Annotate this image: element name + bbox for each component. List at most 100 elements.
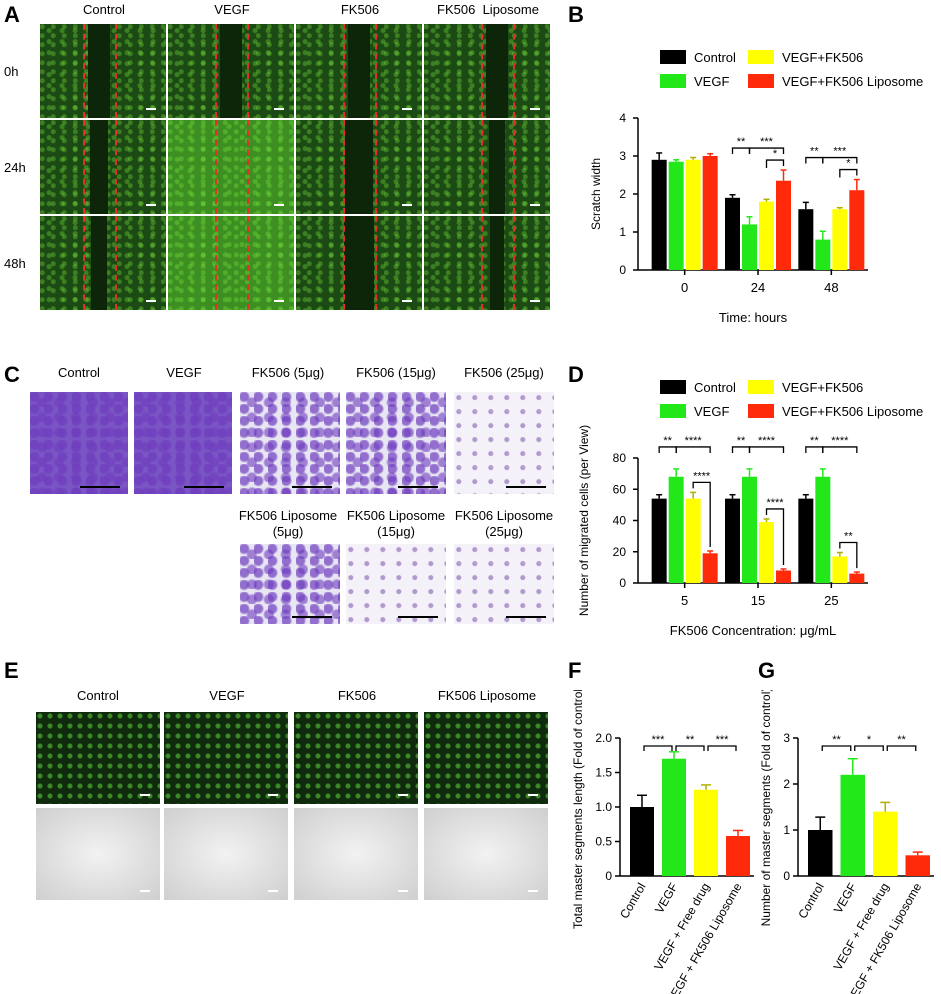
significance-label: *: [867, 734, 872, 746]
panel-a-col-label: FK506 Liposome: [437, 2, 539, 17]
significance-bracket: [731, 147, 751, 155]
bar: [905, 855, 930, 876]
significance-label: **: [737, 435, 746, 447]
y-tick-label: 20: [613, 545, 627, 559]
scratch-image: [424, 120, 550, 214]
panel-letter-f: F: [568, 658, 582, 683]
x-tick-label: Control: [795, 881, 826, 922]
bar: [832, 209, 848, 270]
scratch-boundary-line: [247, 216, 249, 310]
significance-label: **: [832, 734, 841, 746]
panel-a-col-label: VEGF: [214, 2, 250, 17]
panel-c-label: FK506 (5μg): [251, 365, 325, 380]
scratch-boundary-line: [513, 216, 515, 310]
panel-letter-a: A: [4, 2, 20, 27]
bar: [651, 159, 667, 270]
significance-label: **: [686, 734, 695, 746]
scratch-boundary-line: [513, 24, 515, 118]
legend-label: Control: [694, 380, 736, 395]
bar: [849, 190, 865, 270]
y-tick-label: 40: [613, 514, 627, 528]
legend-label: VEGF+FK506 Liposome: [782, 404, 923, 419]
legend-swatch: [660, 74, 686, 88]
bar: [668, 161, 684, 270]
scratch-boundary-line: [375, 216, 377, 310]
panel-letter-e: E: [4, 658, 19, 683]
y-tick-label: 2: [619, 187, 626, 201]
transwell-image: [454, 392, 554, 494]
significance-bracket: [675, 745, 705, 751]
x-axis-label: FK506 Concentration: μg/mL: [670, 623, 836, 638]
scratch-boundary-line: [115, 24, 117, 118]
panel-e-col-label: Control: [77, 688, 119, 703]
scale-bar: [268, 794, 278, 796]
legend-swatch: [748, 50, 774, 64]
y-axis-label: Total master segments length (Fold of co…: [571, 690, 585, 929]
x-axis-label: Time: hours: [719, 310, 788, 325]
panel-letter-c: C: [4, 362, 20, 387]
y-tick-label: 0: [605, 869, 612, 883]
transwell-image: [346, 392, 446, 494]
scale-bar: [140, 890, 150, 892]
bar: [630, 807, 654, 876]
scale-bar: [398, 794, 408, 796]
y-tick-label: 0: [619, 576, 626, 590]
scratch-boundary-line: [83, 120, 85, 214]
x-tick-label: 24: [751, 280, 765, 295]
bar: [776, 570, 791, 583]
scratch-image: [296, 24, 422, 118]
panel-e-col-label: FK506: [337, 688, 377, 703]
scratch-image: [40, 120, 166, 214]
panel-e-col-label: VEGF: [209, 688, 245, 703]
scratch-gap: [490, 216, 504, 310]
x-tick-label: 48: [824, 280, 838, 295]
scratch-gap: [90, 120, 108, 214]
panel-letter-b: B: [568, 2, 584, 27]
bar: [694, 789, 718, 876]
significance-bracket: [839, 541, 858, 569]
significance-bracket: [692, 481, 711, 547]
panel-letter-g: G: [758, 658, 776, 683]
significance-label: **: [663, 435, 672, 447]
scratch-image: [168, 120, 294, 214]
scale-bar: [398, 616, 438, 618]
bar: [832, 556, 848, 583]
scratch-gap: [489, 120, 505, 214]
scratch-boundary-line: [83, 24, 85, 118]
legend-label: VEGF+FK506: [782, 380, 863, 395]
x-tick-label: VEGF: [831, 881, 859, 916]
scratch-gap: [345, 120, 373, 214]
panel-a-col-label: FK506: [340, 2, 380, 17]
legend-label: VEGF: [694, 404, 729, 419]
scratch-image: [424, 24, 550, 118]
scratch-boundary-line: [343, 24, 345, 118]
y-tick-label: 2.0: [595, 731, 612, 745]
chart-g-segment-count: 0 1 2 3 Number of master segments (Fold of c…: [759, 690, 934, 994]
tube-fluorescence-image: [424, 712, 548, 804]
y-tick-label: 2: [783, 777, 790, 791]
panel-a-row-label: 0h: [4, 64, 19, 79]
scratch-gap: [220, 24, 242, 118]
chart-f-segment-length: 0 0.5 1.0 1.5 2.0 Total master segments lengt…: [571, 690, 754, 994]
scale-bar: [528, 794, 538, 796]
legend-swatch: [660, 50, 686, 64]
bar: [742, 224, 757, 270]
significance-bracket: [805, 446, 824, 453]
scale-bar: [530, 108, 540, 110]
y-axis-label: Number of migrated cells (per View): [577, 425, 591, 616]
significance-label: ****: [766, 497, 784, 509]
significance-label: ***: [833, 146, 847, 158]
scratch-gap: [486, 24, 508, 118]
significance-label: ****: [831, 435, 849, 447]
scale-bar: [530, 300, 540, 302]
significance-label: ***: [652, 734, 666, 746]
significance-bracket: [822, 156, 858, 164]
significance-bracket: [675, 446, 711, 453]
scale-bar: [402, 300, 412, 302]
y-tick-label: 1.0: [595, 800, 612, 814]
scratch-boundary-line: [481, 120, 483, 214]
scratch-boundary-line: [83, 216, 85, 310]
bar: [808, 830, 833, 876]
x-tick-label: 15: [751, 593, 765, 608]
